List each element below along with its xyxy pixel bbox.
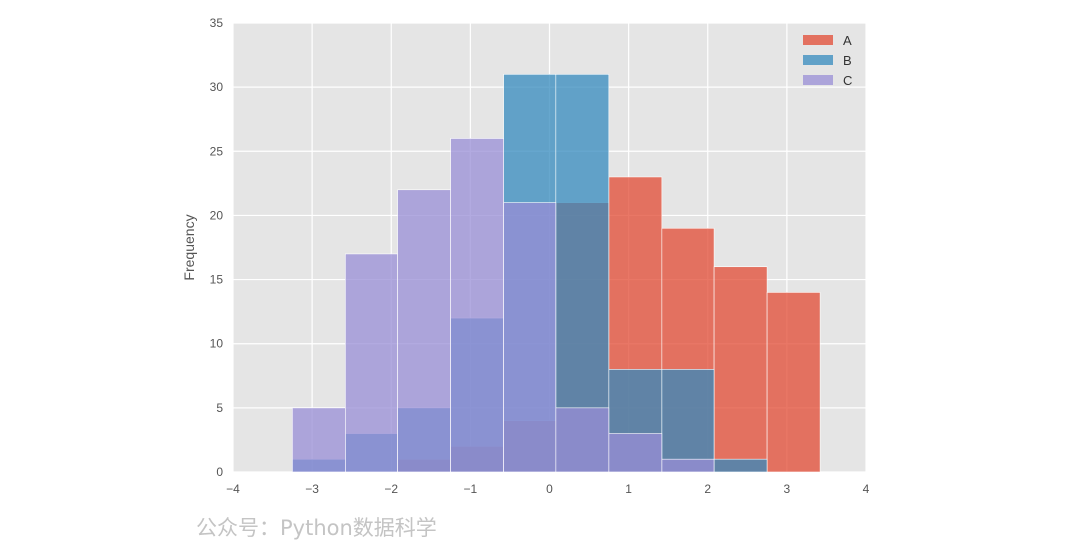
y-tick-label-0: 0 — [216, 465, 223, 479]
x-tick-label-1: −3 — [305, 482, 319, 496]
bar-A-8 — [713, 266, 768, 473]
bar-C-5 — [555, 407, 610, 473]
legend-label-C: C — [843, 73, 852, 88]
legend-swatch-C — [803, 75, 833, 85]
legend-label-B: B — [843, 53, 852, 68]
bar-C-0 — [292, 407, 346, 473]
bar-C-7 — [661, 458, 715, 473]
y-tick-label-1: 5 — [216, 401, 223, 415]
y-tick-label-7: 35 — [210, 16, 224, 30]
x-tick-label-3: −1 — [464, 482, 478, 496]
y-tick-label-4: 20 — [210, 208, 224, 222]
legend-swatch-B — [803, 55, 833, 65]
x-tick-label-5: 1 — [625, 482, 632, 496]
bar-C-6 — [608, 433, 663, 473]
y-tick-label-3: 15 — [210, 273, 224, 287]
y-tick-label-2: 10 — [210, 337, 224, 351]
bar-C-4 — [503, 202, 557, 473]
watermark-text: 公众号：Python数据科学 — [196, 516, 437, 540]
y-tick-label-5: 25 — [210, 144, 224, 158]
y-axis-label: Frequency — [181, 214, 197, 280]
bar-C-1 — [345, 253, 398, 473]
x-tick-label-7: 3 — [784, 482, 791, 496]
bar-C-2 — [397, 189, 451, 473]
bar-A-9 — [766, 292, 821, 473]
legend-swatch-A — [803, 35, 833, 45]
x-tick-label-6: 2 — [704, 482, 711, 496]
bar-B-8 — [713, 458, 768, 473]
y-tick-label-6: 30 — [210, 80, 224, 94]
x-tick-label-0: −4 — [226, 482, 240, 496]
legend-label-A: A — [843, 33, 852, 48]
x-tick-label-4: 0 — [546, 482, 553, 496]
bar-C-3 — [450, 138, 504, 473]
x-tick-label-2: −2 — [384, 482, 398, 496]
x-tick-label-8: 4 — [863, 482, 870, 496]
bar-B-7 — [661, 369, 715, 473]
